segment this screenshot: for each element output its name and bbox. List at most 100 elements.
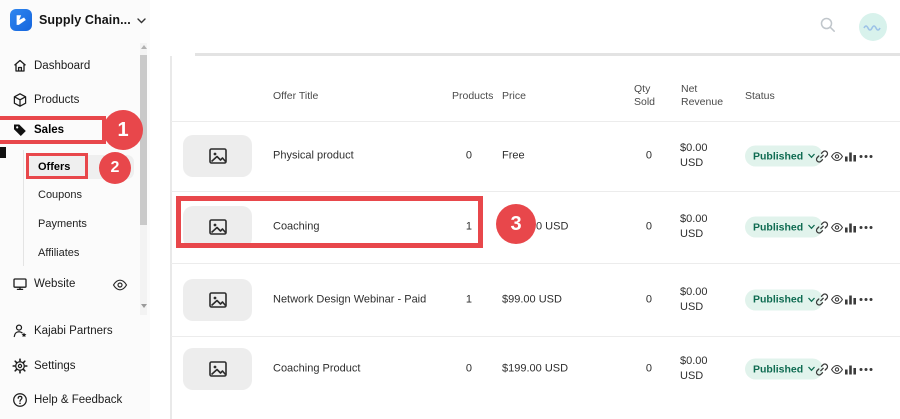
sidebar-item-label: Products — [34, 94, 80, 106]
offer-thumbnail[interactable] — [183, 348, 252, 390]
row-divider — [171, 263, 900, 264]
table-row[interactable]: Coaching 1 0 USD 0 $0.00 USD Published — [170, 191, 900, 263]
offer-thumbnail[interactable] — [183, 206, 252, 248]
link-icon[interactable] — [814, 292, 829, 307]
chevron-down-icon — [808, 297, 816, 302]
subnav-tree-line — [23, 150, 24, 266]
link-icon[interactable] — [814, 220, 829, 235]
row-divider — [171, 336, 900, 337]
table-header: Offer Title Products Price Qty Sold Net … — [170, 55, 900, 121]
row-divider — [171, 191, 900, 192]
eye-icon[interactable] — [829, 149, 844, 164]
qty-sold-value: 0 — [645, 149, 652, 162]
kajabi-logo-icon — [10, 9, 32, 31]
qty-sold-value: 0 — [645, 293, 652, 305]
link-icon[interactable] — [814, 149, 829, 164]
sidebar-item-label: Sales — [34, 124, 65, 136]
sidebar-item-website[interactable]: Website — [0, 271, 138, 297]
more-options-icon[interactable] — [858, 292, 873, 307]
status-label: Published — [753, 150, 804, 162]
offer-title-link[interactable]: Coaching — [273, 220, 320, 233]
status-dropdown[interactable]: Published — [745, 145, 824, 167]
sidebar-scrollbar-thumb[interactable] — [140, 55, 147, 225]
subitem-label: Payments — [38, 218, 87, 230]
subitem-label: Coupons — [38, 189, 83, 201]
table-row[interactable]: Network Design Webinar - Paid 1 $99.00 U… — [170, 263, 900, 336]
sidebar-item-dashboard[interactable]: Dashboard — [0, 53, 138, 79]
offer-title-link[interactable]: Network Design Webinar - Paid — [273, 293, 427, 305]
status-label: Published — [753, 363, 804, 375]
status-dropdown[interactable]: Published — [745, 358, 824, 380]
col-net-revenue: Net Revenue — [681, 83, 724, 108]
workspace-name: Supply Chain... — [39, 13, 131, 27]
net-revenue-value: $0.00 USD — [680, 213, 708, 240]
annotation-black-mark — [0, 147, 6, 158]
col-price: Price — [502, 90, 526, 102]
more-options-icon[interactable] — [858, 362, 873, 377]
search-icon[interactable] — [819, 16, 837, 34]
gear-icon — [11, 358, 28, 375]
table-row[interactable]: Physical product 0 Free 0 $0.00 USD Publ… — [170, 121, 900, 191]
cube-icon — [11, 92, 28, 109]
sidebar-item-kajabi-partners[interactable]: Kajabi Partners — [0, 318, 138, 344]
sidebar-subitem-affiliates[interactable]: Affiliates — [38, 243, 79, 263]
more-options-icon[interactable] — [858, 149, 873, 164]
workspace-switcher[interactable]: Supply Chain... — [0, 6, 150, 34]
image-icon — [208, 361, 227, 377]
eye-icon[interactable] — [829, 292, 844, 307]
row-divider — [171, 121, 900, 122]
net-revenue-value: $0.00 USD — [680, 355, 708, 382]
link-icon[interactable] — [814, 362, 829, 377]
qty-sold-value: 0 — [645, 362, 652, 375]
sidebar-item-label: Dashboard — [34, 60, 91, 72]
offer-title-link[interactable]: Physical product — [273, 149, 354, 162]
col-offer-title: Offer Title — [273, 90, 319, 102]
sidebar-item-label: Settings — [34, 360, 76, 372]
analytics-icon[interactable] — [843, 362, 858, 377]
status-dropdown[interactable]: Published — [745, 216, 824, 238]
sidebar-subitem-payments[interactable]: Payments — [38, 214, 87, 234]
table-row[interactable]: Coaching Product 0 $199.00 USD 0 $0.00 U… — [170, 336, 900, 402]
offer-title-link[interactable]: Coaching Product — [273, 362, 361, 375]
chevron-down-icon — [808, 224, 816, 230]
question-circle-icon — [11, 392, 28, 409]
price-value: 0 USD — [536, 220, 569, 233]
subitem-label: Offers — [38, 161, 71, 173]
sidebar-subitem-offers[interactable]: Offers — [38, 157, 70, 177]
products-count: 1 — [465, 220, 472, 233]
price-value: $99.00 USD — [502, 293, 562, 305]
status-dropdown[interactable]: Published — [745, 289, 824, 310]
tag-icon — [11, 122, 28, 139]
person-star-icon — [11, 323, 28, 340]
price-value: $199.00 USD — [502, 362, 569, 375]
card-left-border — [170, 56, 172, 419]
eye-icon[interactable] — [829, 220, 844, 235]
chevron-down-icon — [808, 366, 816, 372]
chevron-down-icon — [808, 153, 816, 159]
net-revenue-value: $0.00 USD — [680, 285, 708, 313]
analytics-icon[interactable] — [843, 220, 858, 235]
scroll-down-arrow-icon[interactable] — [141, 304, 147, 308]
net-revenue-value: $0.00 USD — [680, 142, 708, 169]
home-icon — [11, 58, 28, 75]
card-top-border — [195, 53, 900, 56]
status-label: Published — [753, 293, 804, 306]
subitem-label: Affiliates — [38, 247, 80, 259]
sidebar: Supply Chain... Dashboard Products Sales — [0, 0, 150, 419]
preview-eye-icon[interactable] — [112, 278, 128, 296]
sidebar-item-products[interactable]: Products — [0, 87, 138, 113]
eye-icon[interactable] — [829, 362, 844, 377]
avatar[interactable] — [859, 13, 887, 41]
sidebar-subitem-coupons[interactable]: Coupons — [38, 185, 82, 205]
sidebar-item-settings[interactable]: Settings — [0, 353, 138, 379]
products-count: 1 — [465, 293, 472, 305]
offer-thumbnail[interactable] — [183, 278, 252, 321]
sidebar-item-help-feedback[interactable]: Help & Feedback — [0, 387, 138, 413]
analytics-icon[interactable] — [843, 292, 858, 307]
analytics-icon[interactable] — [843, 149, 858, 164]
offer-thumbnail[interactable] — [183, 135, 252, 177]
scroll-up-arrow-icon[interactable] — [141, 45, 147, 49]
sidebar-item-sales[interactable]: Sales — [0, 117, 138, 143]
more-options-icon[interactable] — [858, 220, 873, 235]
